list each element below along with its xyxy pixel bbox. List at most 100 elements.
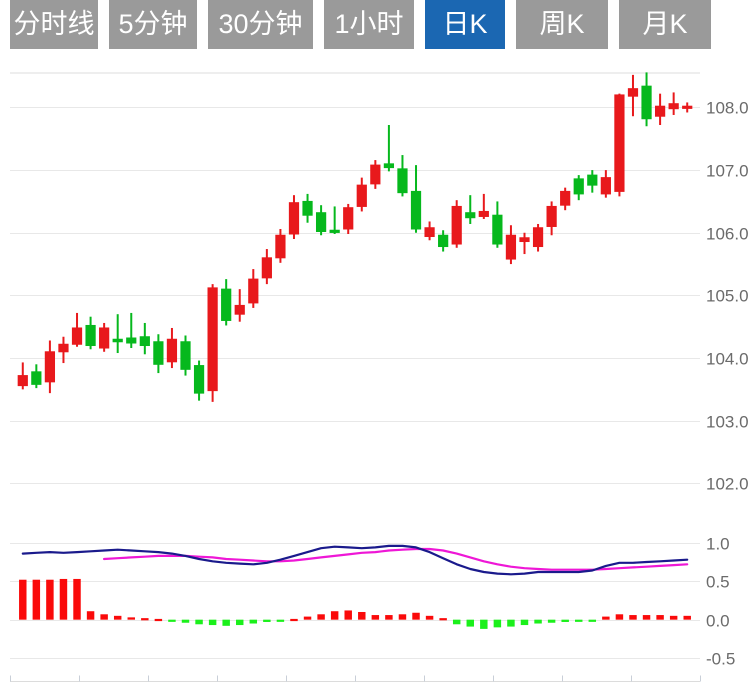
candlestick [505, 225, 517, 265]
dea-line [102, 547, 689, 571]
tab-30min-label: 30分钟 [218, 9, 303, 39]
candlestick [573, 175, 584, 201]
candlestick [126, 312, 137, 349]
candlestick [478, 193, 489, 219]
macd-histogram-bar [46, 579, 54, 620]
tab-month-k-label: 月K [642, 9, 688, 39]
macd-histogram-bar [493, 619, 502, 628]
macd-histogram-bar [32, 579, 41, 620]
candlestick-series [17, 72, 693, 402]
price-tick-label: 105.0 [706, 287, 749, 306]
macd-histogram-bar [425, 615, 434, 620]
macd-histogram-bar [344, 610, 352, 620]
macd-tick-label: 0.0 [706, 612, 730, 631]
candlestick [17, 362, 28, 390]
macd-histogram-bar [656, 615, 664, 620]
price-tick-label: 107.0 [706, 162, 749, 181]
candlestick [58, 336, 69, 364]
macd-histogram-bar [263, 619, 271, 622]
macd-histogram-bar [547, 619, 556, 623]
candlestick [71, 312, 83, 347]
tab-5min-label: 5分钟 [118, 9, 188, 39]
candlestick [397, 155, 408, 197]
macd-tick-label: -0.5 [706, 650, 735, 669]
macd-histogram-bar [249, 619, 258, 624]
macd-histogram-bar [222, 619, 230, 626]
candlestick [356, 177, 367, 212]
candlestick [614, 93, 625, 197]
macd-histogram-bar [398, 614, 407, 620]
kline-macd-chart[interactable]: 108.0 107.0 106.0 105.0 104.0 103.0 102.0 1.0 0… [0, 56, 756, 687]
macd-histogram-bar [452, 619, 461, 625]
price-tick-label: 108.0 [706, 99, 749, 118]
tab-1hour[interactable]: 1小时 [324, 0, 414, 49]
tab-5min[interactable]: 5分钟 [109, 0, 197, 49]
candlestick [492, 201, 503, 248]
candlestick [112, 314, 123, 354]
candlestick [329, 206, 340, 235]
macd-histogram-bar [19, 579, 27, 620]
macd-histogram-bar [113, 615, 122, 620]
macd-histogram-bar [100, 614, 108, 620]
candlestick [99, 322, 110, 352]
tab-1hour-label: 1小时 [334, 9, 404, 39]
candlestick [248, 269, 259, 308]
macd-histogram-bar [290, 618, 298, 622]
macd-histogram-bar [127, 617, 135, 620]
macd-histogram-bar [208, 619, 217, 626]
macd-histogram-bar [330, 611, 339, 620]
macd-histogram-bar [629, 615, 637, 620]
tab-30min[interactable]: 30分钟 [208, 0, 313, 49]
candlestick [654, 93, 666, 125]
candlestick [438, 230, 449, 252]
macd-gridlines [10, 542, 700, 660]
macd-histogram-bar [59, 578, 68, 620]
candlestick [465, 195, 476, 224]
candlestick [207, 284, 218, 402]
candlestick [166, 327, 178, 369]
candlestick [31, 364, 42, 389]
macd-histogram-bar [154, 618, 163, 622]
macd-histogram-bar [73, 578, 81, 620]
macd-axis-labels: 1.0 0.5 0.0 -0.5 [706, 535, 735, 669]
tab-day-k[interactable]: 日K [425, 0, 505, 49]
candlestick [44, 340, 56, 394]
candlestick [383, 124, 395, 172]
macd-tick-label: 1.0 [706, 535, 730, 554]
candlestick [641, 72, 652, 127]
price-axis-labels: 108.0 107.0 106.0 105.0 104.0 103.0 102.0 [706, 99, 749, 494]
period-tab-bar: 分时线 5分钟 30分钟 1小时 日K 周K 月K [0, 0, 756, 56]
candlestick [193, 360, 205, 401]
macd-histogram-bar [561, 619, 569, 622]
candlestick [370, 160, 381, 189]
candlestick [519, 232, 530, 255]
macd-histogram-bar [588, 619, 597, 622]
price-tick-label: 104.0 [706, 350, 749, 369]
candlestick [288, 195, 300, 240]
macd-histogram-bar [439, 618, 447, 621]
macd-histogram-bar [412, 612, 420, 620]
macd-histogram-bar [385, 615, 393, 620]
macd-histogram-bar [317, 614, 325, 620]
tab-week-k[interactable]: 周K [516, 0, 608, 49]
macd-tick-label: 0.5 [706, 573, 730, 592]
chart-stage[interactable]: 108.0 107.0 106.0 105.0 104.0 103.0 102.0 1.0 0… [0, 56, 756, 687]
candlestick [275, 228, 286, 263]
candlestick [532, 223, 544, 252]
candlestick [180, 335, 191, 376]
macd-histogram-bar [86, 611, 95, 620]
tab-month-k[interactable]: 月K [619, 0, 711, 49]
macd-histogram-bar [683, 615, 691, 620]
candlestick [451, 200, 462, 248]
candlestick [343, 203, 354, 235]
macd-histogram-bar [480, 619, 488, 629]
macd-histogram-bar [520, 619, 529, 626]
candlestick [682, 102, 693, 113]
tab-fenshi[interactable]: 分时线 [10, 0, 98, 49]
candlestick [424, 221, 435, 241]
macd-histogram-bar [303, 616, 312, 620]
tab-week-k-label: 周K [539, 9, 585, 39]
price-tick-label: 103.0 [706, 413, 749, 432]
macd-histogram-bar [371, 615, 380, 620]
macd-histogram-bar [276, 619, 285, 622]
